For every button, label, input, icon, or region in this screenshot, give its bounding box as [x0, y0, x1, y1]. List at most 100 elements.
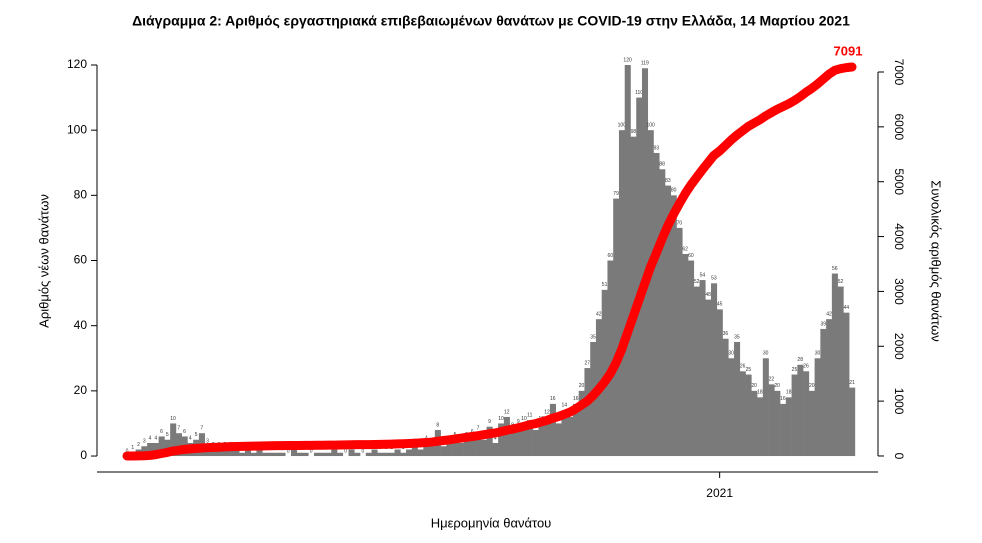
bar: [233, 449, 240, 457]
bar: [452, 439, 459, 457]
bar: [314, 452, 321, 457]
value-label: 45: [717, 302, 723, 308]
y-tick-label: 20: [74, 383, 88, 397]
cumulative-line: [122, 62, 857, 461]
bar: [429, 446, 436, 457]
y2-tick-label: 4000: [892, 223, 906, 250]
value-label: 9: [517, 419, 520, 425]
bar: [417, 449, 424, 457]
bar: [578, 390, 585, 457]
value-label: 44: [843, 305, 849, 311]
bar: [780, 403, 787, 457]
bar: [532, 429, 539, 457]
bar: [383, 452, 390, 457]
value-label: 3: [143, 439, 146, 445]
value-label: 30: [815, 351, 821, 357]
bar: [227, 449, 234, 457]
value-label: 88: [659, 162, 665, 168]
bar: [440, 446, 447, 457]
value-label: 100: [618, 122, 627, 128]
value-label: 4: [149, 435, 152, 441]
bar: [837, 286, 844, 457]
value-label: 30: [763, 351, 769, 357]
value-label: 26: [740, 364, 746, 370]
bar: [331, 449, 338, 457]
value-label: 62: [682, 246, 688, 252]
bar: [843, 312, 850, 457]
bar: [549, 403, 556, 457]
bar: [613, 198, 620, 457]
y2-tick-label: 7000: [892, 59, 906, 86]
bar: [267, 452, 275, 457]
bar: [446, 442, 453, 457]
bar: [572, 403, 579, 457]
bar: [406, 449, 413, 457]
bar: [337, 452, 344, 457]
value-label: 0: [362, 448, 365, 454]
value-label: 80: [671, 188, 677, 194]
value-label: 42: [596, 311, 602, 317]
y-tick-label: 120: [67, 57, 87, 71]
value-label: 83: [665, 178, 671, 184]
bar: [601, 289, 608, 457]
value-label: 7: [477, 426, 480, 432]
value-label: 12: [504, 409, 510, 415]
bar: [371, 449, 378, 457]
bar: [688, 260, 695, 457]
y2-tick-label: 6000: [892, 114, 906, 141]
bar: [808, 390, 815, 457]
value-label: 28: [797, 357, 803, 363]
bar: [739, 371, 746, 457]
value-label: 20: [751, 383, 757, 389]
value-label: 0: [126, 448, 129, 454]
value-label: 79: [613, 191, 619, 197]
value-label: 25: [792, 367, 798, 373]
value-label: 20: [774, 383, 780, 389]
value-label: 48: [705, 292, 711, 298]
bar: [641, 68, 649, 457]
value-label: 52: [838, 279, 844, 285]
value-label: 1: [131, 445, 134, 451]
bar: [480, 439, 487, 457]
y2-tick-label: 5000: [892, 168, 906, 195]
value-label: 21: [849, 380, 855, 386]
value-label: 93: [654, 145, 660, 151]
bar: [745, 374, 752, 457]
bar: [734, 341, 741, 457]
value-label: 16: [550, 396, 556, 402]
value-label: 120: [623, 57, 632, 63]
bar: [302, 452, 309, 457]
x-axis-label: Ημερομηνία θανάτου: [431, 515, 552, 530]
bar: [388, 452, 395, 457]
bar: [538, 423, 545, 457]
value-label: 18: [757, 390, 763, 396]
bar: [290, 449, 298, 457]
value-label: 26: [803, 364, 809, 370]
bar: [561, 410, 568, 457]
bar: [509, 429, 516, 457]
value-label: 53: [711, 276, 717, 282]
value-label: 10: [498, 416, 504, 422]
y2-tick-label: 0: [892, 453, 906, 460]
bar: [676, 227, 683, 457]
x-tick-label: 2021: [706, 486, 733, 500]
bar: [757, 397, 764, 457]
value-label: 10: [170, 416, 176, 422]
value-label: 60: [608, 253, 614, 259]
bar: [711, 283, 718, 457]
bar: [221, 449, 228, 457]
value-label: 25: [746, 367, 752, 373]
bar: [377, 452, 384, 457]
bar: [244, 449, 252, 457]
bar: [354, 452, 361, 457]
value-label: 42: [826, 311, 832, 317]
bar: [319, 452, 326, 457]
value-label: 22: [769, 377, 775, 383]
bar: [768, 384, 775, 457]
value-label: 6: [160, 429, 163, 435]
value-label: 8: [436, 422, 439, 428]
value-label: 20: [579, 383, 585, 389]
bar: [803, 371, 810, 457]
y-tick-label: 80: [74, 188, 88, 202]
